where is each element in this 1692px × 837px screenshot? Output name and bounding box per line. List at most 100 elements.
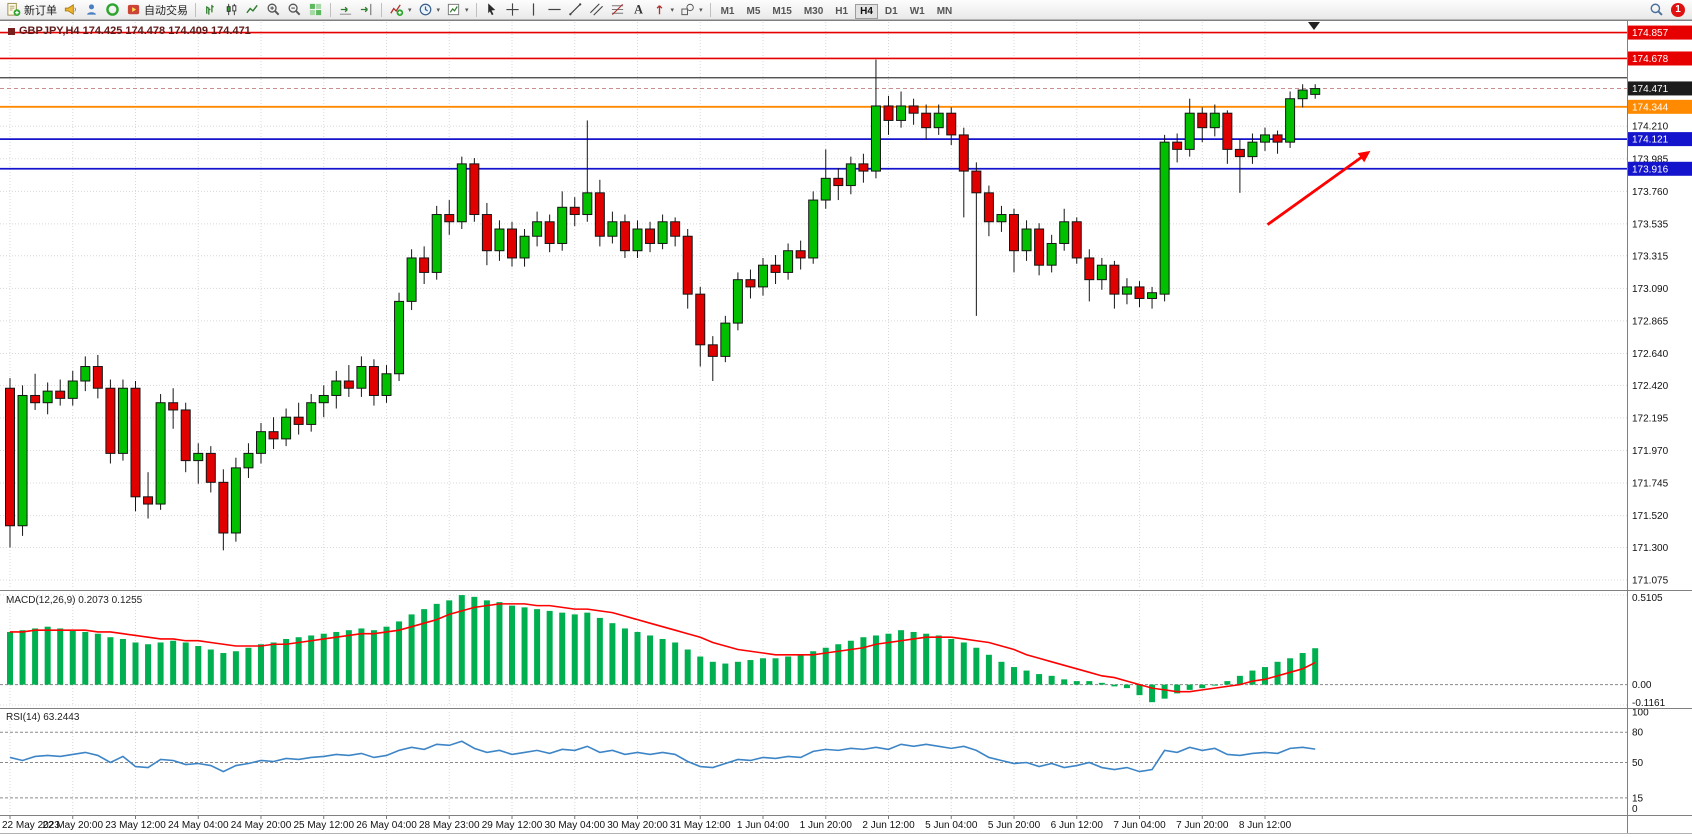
community-button[interactable] <box>102 1 123 19</box>
text-tool-button[interactable]: A <box>628 1 649 19</box>
indicators-button[interactable]: ▾ <box>386 1 415 19</box>
macd-bar <box>1061 679 1068 685</box>
auto-scroll-icon <box>339 6 352 15</box>
chevron-down-icon: ▾ <box>408 6 412 14</box>
macd-bar <box>1149 684 1156 703</box>
macd-bar <box>1123 684 1130 689</box>
macd-bar <box>1199 684 1206 689</box>
macd-bar <box>220 653 227 685</box>
price-axis-label: 171.300 <box>1632 543 1669 554</box>
crosshair-icon <box>505 3 519 16</box>
candle-up <box>519 235 530 259</box>
alerts-button[interactable] <box>60 1 81 19</box>
notification-badge[interactable]: 1 <box>1671 2 1685 17</box>
candle-down <box>594 192 605 237</box>
macd-bar <box>496 602 503 685</box>
chart-shift-marker[interactable] <box>1308 22 1320 30</box>
candle-up <box>532 221 543 237</box>
macd-bar <box>421 609 428 685</box>
candle-up <box>456 163 467 223</box>
candle-up <box>933 112 944 129</box>
candle-up <box>494 228 505 252</box>
macd-bar <box>308 635 315 685</box>
arrows-tool-button[interactable]: ▾ <box>649 1 678 19</box>
macd-bar <box>19 630 26 685</box>
channel-tool-button[interactable] <box>586 1 607 19</box>
vertical-line-tool-button[interactable] <box>523 1 544 19</box>
cursor-tool-button[interactable] <box>481 1 502 19</box>
tab-timeframe-m5[interactable]: M5 <box>746 5 761 17</box>
line-chart-button[interactable] <box>242 1 263 19</box>
tab-timeframe-m1[interactable]: M1 <box>720 5 735 17</box>
candle-down <box>1034 228 1045 266</box>
candle-up <box>318 394 329 404</box>
tab-timeframe-h4[interactable]: H4 <box>855 3 878 19</box>
search-button[interactable] <box>1646 1 1667 19</box>
candle-up <box>42 390 53 404</box>
price-axis-label: 172.865 <box>1632 316 1669 327</box>
auto-scroll-button[interactable] <box>335 1 356 19</box>
candle-down <box>1134 286 1145 299</box>
candle-up <box>996 214 1007 223</box>
tab-timeframe-mn[interactable]: MN <box>936 5 953 17</box>
candle-down <box>30 394 41 404</box>
price-axis-label: 172.195 <box>1632 413 1669 424</box>
macd-bar <box>797 654 804 685</box>
macd-bar <box>7 631 13 685</box>
macd-bar <box>1111 684 1118 687</box>
candle-up <box>557 206 568 244</box>
zoom-in-icon <box>267 3 280 16</box>
candle-down <box>343 380 354 389</box>
candle-down <box>55 390 66 399</box>
trend-arrow-line[interactable] <box>1266 153 1367 226</box>
candle-down <box>218 481 229 534</box>
macd-bar <box>810 651 817 685</box>
candle-up <box>896 105 907 121</box>
fibonacci-tool-button[interactable] <box>607 1 628 19</box>
tab-timeframe-w1[interactable]: W1 <box>909 5 925 17</box>
candle-up <box>281 416 292 440</box>
templates-button[interactable]: ▾ <box>443 1 472 19</box>
tab-timeframe-m30[interactable]: M30 <box>803 5 824 17</box>
tab-timeframe-h1[interactable]: H1 <box>835 5 849 17</box>
candle-down <box>908 105 919 114</box>
macd-bar <box>408 614 415 685</box>
macd-bar <box>1249 670 1256 685</box>
macd-bar <box>546 610 553 685</box>
trendline-icon <box>568 3 581 16</box>
candle-up <box>1096 264 1107 281</box>
candle-down <box>293 416 304 425</box>
shapes-tool-button[interactable]: ▾ <box>677 1 706 19</box>
crosshair-tool-button[interactable] <box>502 1 523 19</box>
zoom-out-button[interactable] <box>284 1 305 19</box>
candlestick-chart-button[interactable] <box>221 1 242 19</box>
trendline-tool-button[interactable] <box>565 1 586 19</box>
chevron-down-icon: ▾ <box>465 6 469 14</box>
bar-chart-button[interactable] <box>200 1 221 19</box>
candle-down <box>1234 148 1245 158</box>
periods-button[interactable]: ▾ <box>415 1 444 19</box>
candle-down <box>469 163 480 216</box>
profile-button[interactable] <box>81 1 102 19</box>
new-order-button[interactable]: 新订单 <box>3 1 60 19</box>
tab-timeframe-m15[interactable]: M15 <box>772 5 792 17</box>
toolbar: 新订单 自动交易 <box>0 0 1692 20</box>
candle-up <box>431 214 442 273</box>
candle-down <box>5 387 15 527</box>
horizontal-line-tool-button[interactable] <box>544 1 565 19</box>
macd-bar <box>82 631 89 685</box>
chart-shift-icon <box>360 3 372 16</box>
date-label: 7 Jun 04:00 <box>1113 820 1166 831</box>
price-axis-label: 171.075 <box>1632 576 1669 587</box>
candle-up <box>1310 88 1321 95</box>
auto-trading-button[interactable]: 自动交易 <box>123 1 191 19</box>
zoom-in-button[interactable] <box>263 1 284 19</box>
chart-shift-button[interactable] <box>356 1 377 19</box>
auto-trading-label: 自动交易 <box>144 4 188 17</box>
macd-bar <box>634 631 641 685</box>
tile-windows-button[interactable] <box>305 1 326 19</box>
macd-bar <box>57 628 64 685</box>
tab-timeframe-d1[interactable]: D1 <box>884 5 898 17</box>
macd-bar <box>760 658 766 685</box>
